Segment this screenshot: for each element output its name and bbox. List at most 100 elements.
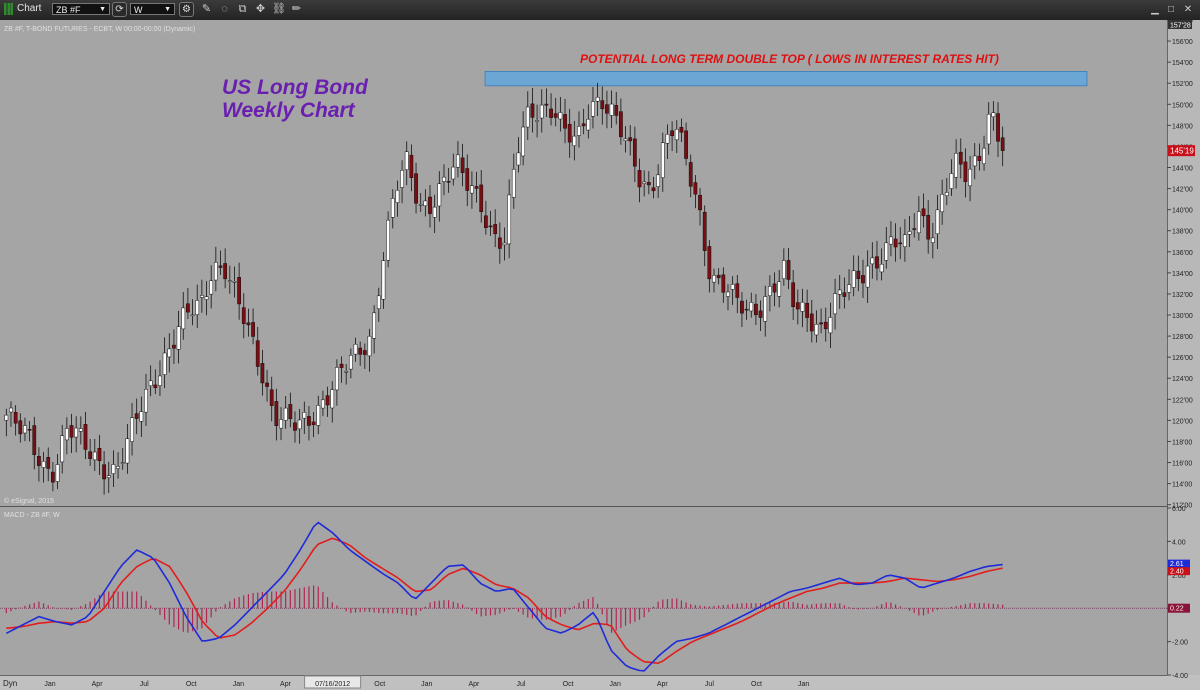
candle-body bbox=[493, 224, 498, 235]
candle-body bbox=[702, 211, 707, 251]
candle-body bbox=[102, 464, 106, 480]
candle-body bbox=[381, 260, 386, 300]
candle-body bbox=[232, 281, 237, 283]
chart-app-icon bbox=[4, 3, 13, 15]
chart-title-line1: US Long Bond bbox=[222, 76, 368, 99]
dyn-label[interactable]: Dyn bbox=[3, 679, 17, 688]
draw-line-icon[interactable]: ✎ bbox=[201, 3, 212, 15]
chain-icon[interactable]: ⛓ bbox=[272, 3, 286, 15]
settings-button[interactable]: ⚙ bbox=[179, 2, 194, 17]
candle-body bbox=[665, 133, 670, 144]
cursor-icon[interactable]: ◌ bbox=[221, 3, 228, 15]
candle-body bbox=[926, 215, 931, 240]
candle-body bbox=[237, 277, 241, 305]
price-tick-label: 134'00 bbox=[1172, 271, 1193, 278]
candle-body bbox=[986, 113, 991, 145]
price-tick-label: 126'00 bbox=[1172, 355, 1193, 362]
price-tick-label: 152'00 bbox=[1172, 81, 1193, 88]
candle-body bbox=[507, 194, 512, 245]
maximize-button[interactable]: □ bbox=[1167, 4, 1175, 15]
candle-body bbox=[120, 462, 125, 464]
candle-body bbox=[982, 147, 986, 164]
resistance-zone[interactable] bbox=[484, 71, 1088, 87]
interval-select[interactable]: W ▼ bbox=[130, 3, 175, 15]
hist-value-text: 0.22 bbox=[1170, 606, 1184, 613]
price-tick-label: 118'00 bbox=[1172, 439, 1192, 446]
signal-value-badge: 2.40 bbox=[1168, 567, 1190, 576]
candle-body bbox=[269, 389, 274, 406]
time-axis-label: Jul bbox=[140, 681, 149, 688]
candle-body bbox=[386, 219, 390, 261]
signal-line bbox=[6, 537, 1003, 665]
copyright: © eSignal, 2015 bbox=[4, 497, 54, 505]
candle-body bbox=[572, 135, 577, 146]
candle-body bbox=[958, 151, 963, 165]
candle-body bbox=[432, 206, 437, 218]
candle-body bbox=[837, 289, 842, 295]
candle-body bbox=[330, 389, 335, 409]
macd-tick-label: 6.00 bbox=[1172, 506, 1186, 513]
time-axis-label: Jan bbox=[421, 681, 432, 688]
candle-body bbox=[861, 275, 865, 284]
minimize-button[interactable]: ▁ bbox=[1151, 4, 1159, 15]
candle-body bbox=[92, 451, 97, 461]
candle-body bbox=[735, 283, 740, 298]
time-axis-label: Oct bbox=[751, 681, 762, 688]
candle-body bbox=[930, 237, 935, 243]
chart-area[interactable]: 158'00156'00154'00152'00150'00148'00146'… bbox=[0, 20, 1200, 690]
symbol-input[interactable]: ZB #F ▼ bbox=[52, 3, 110, 15]
candle-body bbox=[64, 428, 69, 441]
candle-body bbox=[442, 176, 446, 182]
candle-body bbox=[875, 256, 879, 269]
close-button[interactable]: ✕ bbox=[1183, 4, 1193, 15]
candle-body bbox=[879, 263, 884, 273]
candle-body bbox=[88, 451, 93, 459]
candle-body bbox=[558, 112, 563, 120]
time-axis-label: 07/16/2012 bbox=[315, 681, 350, 688]
price-tick-label: 116'00 bbox=[1172, 461, 1192, 468]
time-axis-label: Jul bbox=[517, 681, 526, 688]
candle-body bbox=[754, 303, 758, 316]
candle-body bbox=[726, 291, 730, 297]
candle-body bbox=[851, 270, 856, 288]
candle-body bbox=[172, 344, 176, 349]
pencil-icon[interactable]: ✏ bbox=[291, 3, 302, 15]
symbol-info: ZB #F, T-BOND FUTURES - ECBT, W 00:00-00… bbox=[4, 26, 195, 33]
price-tick-label: 132'00 bbox=[1172, 292, 1193, 299]
candle-body bbox=[530, 103, 535, 118]
candle-body bbox=[451, 166, 456, 180]
candle-body bbox=[539, 104, 544, 119]
resistance-label: POTENTIAL LONG TERM DOUBLE TOP ( LOWS IN… bbox=[580, 52, 999, 66]
candle-body bbox=[23, 425, 27, 434]
candle-body bbox=[32, 425, 37, 455]
last-price-badge: 145'19 bbox=[1168, 145, 1195, 157]
candle-body bbox=[991, 112, 996, 117]
candle-body bbox=[549, 108, 553, 118]
candle-body bbox=[823, 321, 828, 330]
candle-body bbox=[41, 461, 46, 468]
candle-body bbox=[544, 103, 549, 106]
candle-body bbox=[847, 284, 851, 293]
candle-body bbox=[311, 421, 316, 425]
candle-body bbox=[809, 313, 814, 332]
candle-body bbox=[535, 120, 539, 122]
pan-icon[interactable]: ✥ bbox=[255, 3, 266, 15]
link-icon[interactable]: ⧉ bbox=[238, 3, 247, 15]
candle-body bbox=[614, 105, 619, 116]
candle-body bbox=[9, 407, 13, 413]
candle-body bbox=[255, 340, 260, 367]
candle-body bbox=[78, 428, 83, 432]
candle-body bbox=[605, 104, 609, 114]
time-axis-label: Jul bbox=[705, 681, 714, 688]
candle-body bbox=[190, 314, 195, 317]
macd-value-badge: 2.61 bbox=[1168, 559, 1190, 568]
refresh-button[interactable]: ⟳ bbox=[112, 2, 127, 17]
candle-body bbox=[51, 471, 55, 483]
candle-body bbox=[907, 231, 912, 235]
price-axis: 158'00156'00154'00152'00150'00148'00146'… bbox=[1167, 20, 1193, 510]
candle-body bbox=[223, 263, 228, 280]
interval-value: W bbox=[134, 5, 143, 15]
candle-body bbox=[805, 302, 810, 318]
candle-body bbox=[577, 126, 581, 136]
candle-body bbox=[651, 187, 656, 192]
